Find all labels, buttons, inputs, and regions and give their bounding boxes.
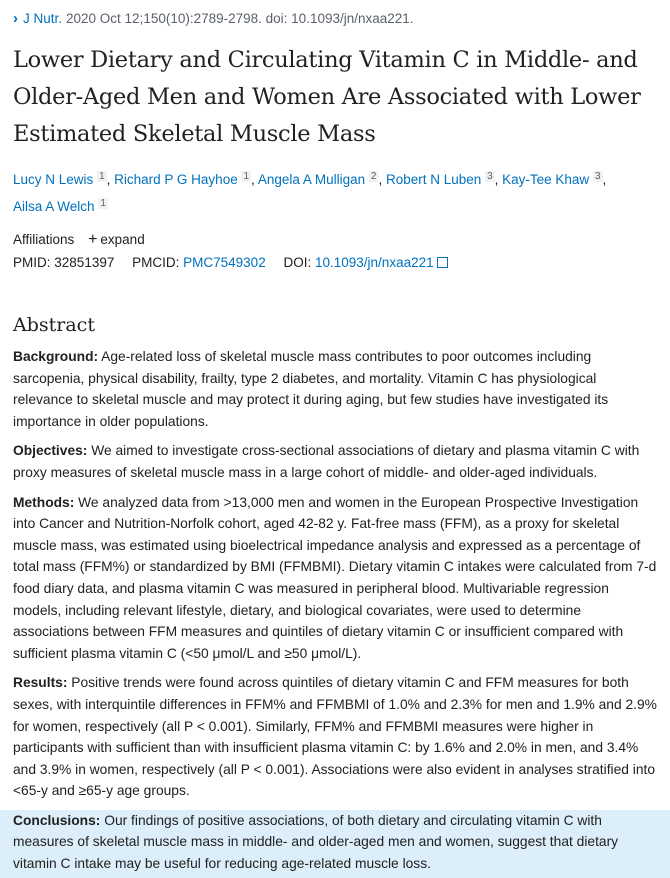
author-link[interactable]: Richard P G Hayhoe [114, 172, 238, 187]
pmid-label: PMID: [13, 255, 51, 270]
section-text: Age-related loss of skeletal muscle mass… [13, 349, 609, 429]
section-text: Positive trends were found across quinti… [13, 675, 657, 799]
section-label: Results: [13, 675, 68, 691]
plus-icon: + [88, 231, 98, 248]
identifiers: PMID: 32851397 PMCID: PMC7549302 DOI: 10… [13, 255, 657, 270]
section-text: Our findings of positive associations, o… [13, 812, 619, 872]
doi-link[interactable]: 10.1093/jn/nxaa221 [315, 255, 434, 270]
author-link[interactable]: Robert N Luben [385, 172, 482, 187]
pmcid-link[interactable]: PMC7549302 [183, 255, 266, 270]
author-link[interactable]: Lucy N Lewis [13, 172, 94, 187]
abstract-methods: Methods: We analyzed data from >13,000 m… [13, 492, 657, 665]
chevron-right-icon[interactable]: › [13, 9, 18, 27]
abstract-objectives: Objectives: We aimed to investigate cros… [13, 440, 657, 483]
author-link[interactable]: Angela A Mulligan [257, 172, 366, 187]
abstract-background: Background: Age-related loss of skeletal… [13, 346, 657, 432]
section-label: Methods: [13, 494, 75, 510]
section-label: Background: [13, 349, 99, 364]
article-title: Lower Dietary and Circulating Vitamin C … [13, 47, 641, 147]
affiliation-ref[interactable]: 2 [368, 171, 379, 182]
external-link-icon[interactable] [436, 257, 448, 268]
author-link[interactable]: Kay-Tee Khaw [502, 172, 590, 187]
section-label: Conclusions: [13, 812, 101, 828]
citation: › J Nutr. 2020 Oct 12;150(10):2789-2798.… [13, 8, 657, 28]
affiliation-ref[interactable]: 3 [592, 171, 603, 182]
abstract-heading: Abstract [13, 314, 95, 336]
affiliation-ref[interactable]: 1 [97, 171, 107, 182]
doi-label: DOI: [283, 255, 312, 270]
affiliation-ref[interactable]: 1 [241, 171, 252, 182]
abstract-results: Results: Positive trends were found acro… [13, 672, 657, 802]
affiliations-label: Affiliations [13, 232, 75, 247]
section-text: We analyzed data from >13,000 men and wo… [13, 494, 657, 661]
affiliation-ref[interactable]: 1 [98, 198, 108, 209]
section-text: We aimed to investigate cross-sectional … [13, 443, 640, 480]
author-link[interactable]: Ailsa A Welch [13, 199, 95, 214]
citation-details: 2020 Oct 12;150(10):2789-2798. doi: 10.1… [66, 10, 414, 26]
author-list: Lucy N Lewis 1, Richard P G Hayhoe 1, An… [13, 171, 607, 214]
pmid-value: 32851397 [54, 255, 115, 270]
journal-link[interactable]: J Nutr. [23, 10, 63, 26]
abstract-conclusions: Conclusions: Our findings of positive as… [0, 809, 670, 878]
affiliation-ref[interactable]: 3 [485, 171, 495, 182]
affiliations-toggle[interactable]: Affiliations + expand [13, 231, 657, 249]
pmcid-label: PMCID: [132, 255, 180, 270]
section-label: Objectives: [13, 443, 88, 459]
expand-label[interactable]: expand [100, 232, 145, 247]
